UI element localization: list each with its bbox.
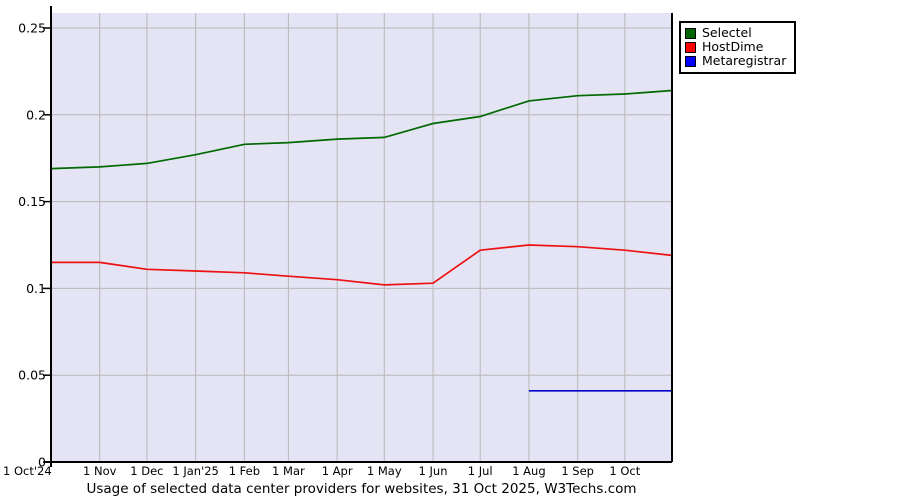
series-line-selectel <box>50 89 673 170</box>
y-tick-label: 0.05 <box>18 368 46 383</box>
y-tick-label: 0.2 <box>26 107 46 122</box>
series-line-hostdime <box>51 244 673 286</box>
legend-label: HostDime <box>702 39 764 54</box>
x-tick-label: 1 Feb <box>229 464 260 478</box>
y-tick-label: 0 <box>38 455 46 470</box>
x-tick-label: 1 Aug <box>512 464 545 478</box>
plot-area <box>51 13 672 462</box>
legend-item-metaregistrar: Metaregistrar <box>685 54 786 68</box>
legend-swatch-icon <box>685 41 696 53</box>
x-tick-label: 1 Sep <box>561 464 594 478</box>
legend-label: Metaregistrar <box>702 53 787 68</box>
legend-item-selectel: Selectel <box>685 26 786 40</box>
legend-swatch-icon <box>685 27 696 39</box>
chart-title: Usage of selected data center providers … <box>86 481 637 497</box>
x-tick-label: 1 May <box>367 464 402 478</box>
x-tick-label: 1 Mar <box>272 464 305 478</box>
x-tick-label: 1 Jan'25 <box>172 464 219 478</box>
legend-item-hostdime: HostDime <box>685 40 786 54</box>
legend: Selectel HostDime Metaregistrar <box>679 21 797 74</box>
x-tick-label: 1 Apr <box>322 464 353 478</box>
x-tick-label: 1 Oct'24 <box>3 464 52 478</box>
legend-label: Selectel <box>702 25 752 40</box>
y-tick-label: 0.1 <box>26 281 46 296</box>
x-tick-label: 1 Jun <box>419 464 448 478</box>
y-tick-label: 0.25 <box>18 21 46 36</box>
y-tick-label: 0.15 <box>18 194 46 209</box>
legend-swatch-icon <box>685 55 696 67</box>
x-tick-label: 1 Oct <box>609 464 640 478</box>
x-tick-label: 1 Dec <box>130 464 163 478</box>
x-tick-label: 1 Nov <box>83 464 117 478</box>
x-tick-label: 1 Jul <box>468 464 493 478</box>
